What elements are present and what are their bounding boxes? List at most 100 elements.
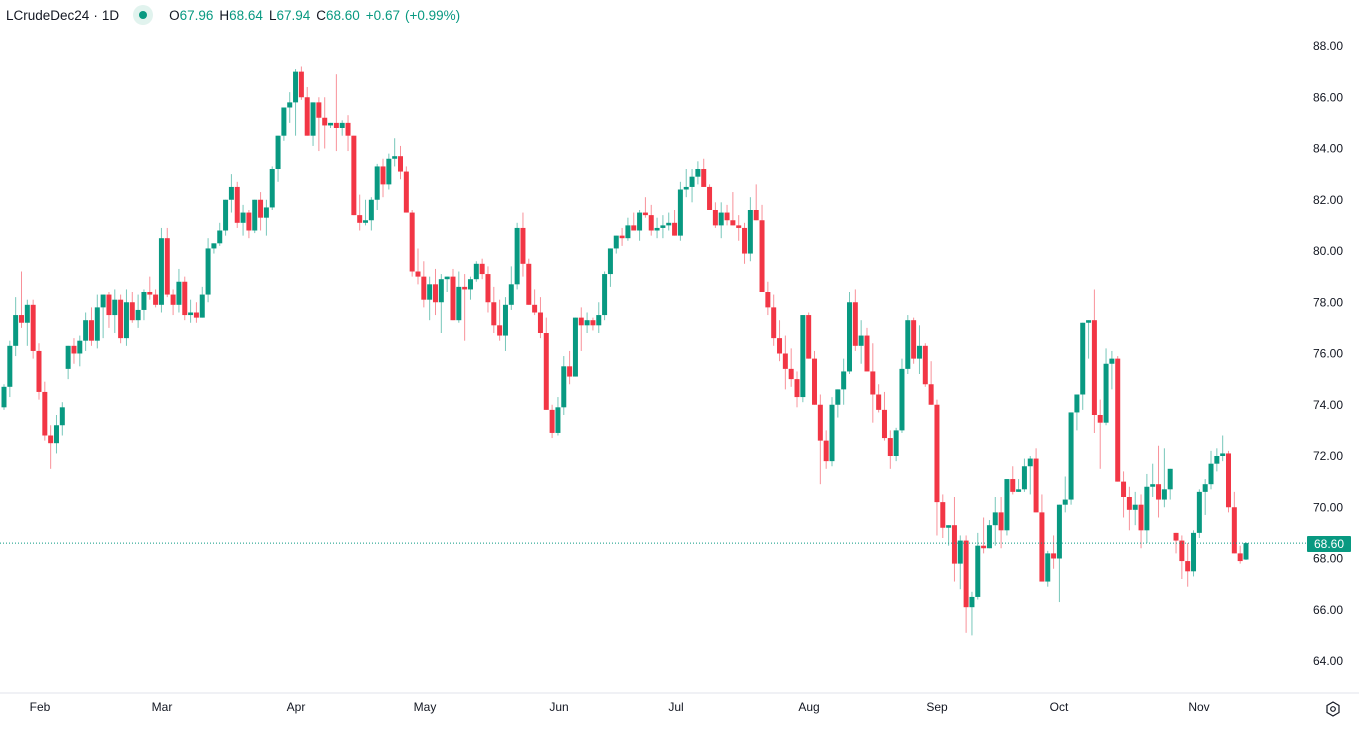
candle-body bbox=[881, 409, 887, 439]
symbol-name[interactable]: LCrudeDec24 bbox=[6, 7, 90, 23]
candle-body bbox=[1126, 497, 1132, 510]
candle-body bbox=[94, 307, 100, 341]
candle-body bbox=[1156, 484, 1162, 500]
candle-body bbox=[427, 284, 433, 300]
candle-body bbox=[1202, 484, 1208, 492]
price-axis-label: 78.00 bbox=[1313, 295, 1343, 309]
candle-body bbox=[765, 292, 771, 308]
candle-body bbox=[368, 199, 374, 221]
candle-body bbox=[981, 545, 987, 549]
candle-body bbox=[491, 302, 497, 326]
candle-body bbox=[275, 135, 281, 169]
price-axis-label: 66.00 bbox=[1313, 603, 1343, 617]
gear-icon[interactable] bbox=[1324, 700, 1342, 718]
time-axis-label: Feb bbox=[30, 700, 51, 714]
price-axis-label: 72.00 bbox=[1313, 449, 1343, 463]
candle-body bbox=[1021, 466, 1027, 490]
candle-body bbox=[660, 225, 666, 228]
candle-body bbox=[462, 286, 468, 290]
candle-body bbox=[53, 425, 59, 444]
candle-body bbox=[502, 304, 508, 336]
time-axis-label: May bbox=[414, 700, 437, 714]
candle-body bbox=[835, 389, 841, 405]
candle-body bbox=[1033, 458, 1039, 513]
close-label: C bbox=[316, 7, 326, 23]
candle-body bbox=[1062, 499, 1068, 505]
candle-body bbox=[1161, 489, 1167, 500]
candle-body bbox=[934, 404, 940, 503]
candle-body bbox=[106, 294, 112, 316]
candle-body bbox=[287, 102, 293, 108]
price-axis-label: 88.00 bbox=[1313, 39, 1343, 53]
candle-body bbox=[223, 199, 229, 231]
high-value: 68.64 bbox=[229, 7, 263, 23]
candle-body bbox=[537, 312, 543, 333]
candle-body bbox=[841, 371, 847, 390]
candle-body bbox=[497, 325, 503, 336]
current-price-tag: 68.60 bbox=[1307, 536, 1351, 552]
candle-body bbox=[438, 279, 444, 303]
candle-body bbox=[619, 235, 625, 239]
candle-body bbox=[957, 540, 963, 564]
price-axis-label: 82.00 bbox=[1313, 193, 1343, 207]
candle-body bbox=[386, 158, 392, 185]
candle-body bbox=[951, 525, 957, 564]
candle-body bbox=[975, 545, 981, 597]
time-axis[interactable]: Feb Mar Apr May Jun Jul Aug Sep Oct Nov bbox=[30, 700, 1210, 714]
price-axis-label: 68.00 bbox=[1313, 552, 1343, 566]
candle-body bbox=[1214, 456, 1220, 464]
candle-body bbox=[602, 274, 608, 316]
candle-body bbox=[182, 281, 188, 316]
candle-body bbox=[252, 199, 258, 231]
candle-body bbox=[543, 333, 549, 410]
candle-body bbox=[1179, 540, 1185, 562]
candle-body bbox=[1167, 468, 1173, 490]
candle-body bbox=[946, 525, 952, 528]
candle-body bbox=[701, 169, 707, 187]
candle-body bbox=[986, 525, 992, 549]
candle-body bbox=[800, 315, 806, 398]
candle-body bbox=[65, 345, 71, 369]
open-label: O bbox=[169, 7, 180, 23]
candle-body bbox=[683, 186, 689, 190]
candle-body bbox=[922, 345, 928, 385]
candle-body bbox=[858, 335, 864, 346]
candle-body bbox=[298, 71, 304, 98]
candle-body bbox=[71, 345, 77, 354]
candle-body bbox=[864, 335, 870, 372]
candle-body bbox=[718, 212, 724, 226]
candle-body bbox=[712, 210, 718, 226]
candle-body bbox=[1185, 561, 1191, 572]
market-open-dot-icon bbox=[139, 11, 148, 19]
candle-body bbox=[1138, 504, 1144, 531]
candle-body bbox=[584, 320, 590, 326]
change-percent: (+0.99%) bbox=[404, 7, 461, 23]
candle-body bbox=[88, 320, 94, 341]
candle-body bbox=[969, 596, 975, 608]
candle-body bbox=[77, 340, 83, 354]
market-status-icon[interactable] bbox=[133, 5, 154, 25]
candle-body bbox=[164, 238, 170, 295]
price-axis[interactable]: 88.00 86.00 84.00 82.00 80.00 78.00 76.00 74.00… bbox=[1313, 39, 1343, 668]
candle-body bbox=[415, 271, 421, 277]
price-axis-label: 80.00 bbox=[1313, 244, 1343, 258]
interval-label[interactable]: 1D bbox=[101, 7, 120, 23]
candle-body bbox=[1121, 481, 1127, 497]
candle-body bbox=[485, 274, 491, 303]
candle-body bbox=[1051, 553, 1057, 559]
candle-body bbox=[1231, 507, 1237, 554]
candle-body bbox=[689, 176, 695, 187]
candle-body bbox=[730, 220, 736, 226]
time-axis-label: Sep bbox=[926, 700, 948, 714]
candle-body bbox=[520, 227, 526, 264]
candle-body bbox=[1068, 412, 1074, 500]
candle-body bbox=[1091, 320, 1097, 415]
candle-body bbox=[281, 107, 287, 136]
candle-body bbox=[572, 317, 578, 377]
time-axis-label: Apr bbox=[287, 700, 306, 714]
candle-body bbox=[1109, 358, 1115, 364]
legend-separator: · bbox=[93, 7, 98, 23]
candle-body bbox=[1103, 363, 1109, 423]
time-axis-label: Mar bbox=[152, 700, 173, 714]
